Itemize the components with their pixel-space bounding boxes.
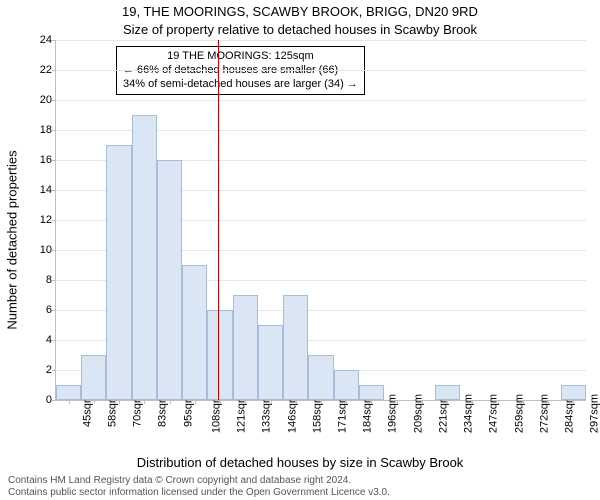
- ytick-mark: [52, 400, 56, 401]
- title-sub: Size of property relative to detached ho…: [0, 22, 600, 37]
- ytick-mark: [52, 250, 56, 251]
- histogram-bar: [157, 160, 182, 400]
- ytick-label: 0: [26, 394, 52, 406]
- ytick-label: 16: [26, 154, 52, 166]
- histogram-bar: [106, 145, 131, 400]
- xtick-mark: [422, 400, 423, 404]
- xtick-mark: [69, 400, 70, 404]
- histogram-bar: [81, 355, 106, 400]
- xtick-mark: [296, 400, 297, 404]
- ytick-mark: [52, 130, 56, 131]
- gridline: [56, 100, 586, 101]
- ytick-label: 8: [26, 274, 52, 286]
- ytick-mark: [52, 370, 56, 371]
- xtick-mark: [144, 400, 145, 404]
- annotation-line-3: 34% of semi-detached houses are larger (…: [123, 78, 358, 92]
- histogram-bar: [283, 295, 308, 400]
- xtick-label: 297sqm: [589, 394, 600, 433]
- histogram-bar: [258, 325, 283, 400]
- title-main: 19, THE MOORINGS, SCAWBY BROOK, BRIGG, D…: [0, 4, 600, 19]
- plot-area: 19 THE MOORINGS: 125sqm ← 66% of detache…: [55, 40, 586, 401]
- histogram-bar: [56, 385, 81, 400]
- xtick-mark: [397, 400, 398, 404]
- gridline: [56, 70, 586, 71]
- reference-line: [218, 40, 219, 400]
- ytick-mark: [52, 160, 56, 161]
- ytick-label: 18: [26, 124, 52, 136]
- ytick-label: 6: [26, 304, 52, 316]
- xtick-mark: [523, 400, 524, 404]
- histogram-bar: [207, 310, 232, 400]
- ytick-mark: [52, 340, 56, 341]
- histogram-bar: [359, 385, 384, 400]
- ytick-mark: [52, 280, 56, 281]
- ytick-label: 12: [26, 214, 52, 226]
- xtick-mark: [498, 400, 499, 404]
- ytick-label: 10: [26, 244, 52, 256]
- xtick-mark: [119, 400, 120, 404]
- xtick-mark: [245, 400, 246, 404]
- histogram-bar: [132, 115, 157, 400]
- histogram-bar: [233, 295, 258, 400]
- xtick-mark: [346, 400, 347, 404]
- histogram-bar: [435, 385, 460, 400]
- ytick-mark: [52, 190, 56, 191]
- ytick-label: 20: [26, 94, 52, 106]
- ytick-label: 14: [26, 184, 52, 196]
- xtick-mark: [472, 400, 473, 404]
- ytick-mark: [52, 100, 56, 101]
- xtick-mark: [271, 400, 272, 404]
- ytick-label: 2: [26, 364, 52, 376]
- histogram-bar: [308, 355, 333, 400]
- y-axis-label: Number of detached properties: [5, 150, 20, 329]
- xtick-mark: [371, 400, 372, 404]
- ytick-label: 24: [26, 34, 52, 46]
- xtick-mark: [220, 400, 221, 404]
- footer-copyright-2: Contains public sector information licen…: [8, 487, 390, 498]
- histogram-bar: [182, 265, 207, 400]
- ytick-mark: [52, 310, 56, 311]
- footer-copyright-1: Contains HM Land Registry data © Crown c…: [8, 475, 351, 486]
- ytick-label: 4: [26, 334, 52, 346]
- xtick-mark: [548, 400, 549, 404]
- ytick-mark: [52, 220, 56, 221]
- ytick-label: 22: [26, 64, 52, 76]
- ytick-mark: [52, 40, 56, 41]
- gridline: [56, 40, 586, 41]
- histogram-bar: [561, 385, 586, 400]
- chart-container: 19, THE MOORINGS, SCAWBY BROOK, BRIGG, D…: [0, 0, 600, 500]
- xtick-mark: [94, 400, 95, 404]
- xtick-mark: [447, 400, 448, 404]
- xtick-mark: [321, 400, 322, 404]
- xtick-mark: [195, 400, 196, 404]
- ytick-mark: [52, 70, 56, 71]
- histogram-bar: [334, 370, 359, 400]
- xtick-mark: [573, 400, 574, 404]
- xtick-mark: [170, 400, 171, 404]
- annotation-line-1: 19 THE MOORINGS: 125sqm: [123, 50, 358, 64]
- x-axis-label: Distribution of detached houses by size …: [0, 455, 600, 470]
